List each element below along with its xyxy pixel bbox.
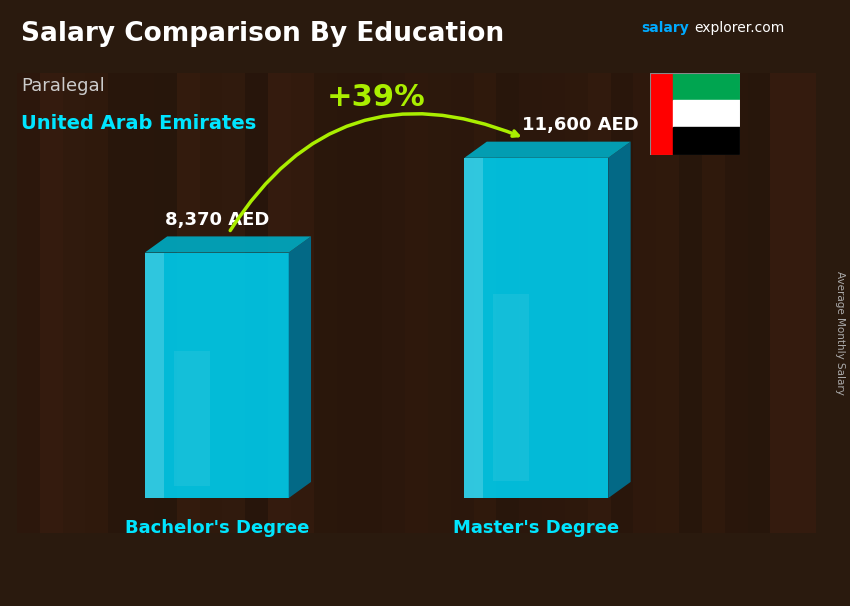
Polygon shape — [702, 73, 725, 533]
Polygon shape — [519, 73, 542, 533]
Text: Paralegal: Paralegal — [21, 77, 105, 95]
Polygon shape — [428, 73, 451, 533]
Polygon shape — [17, 73, 40, 533]
Polygon shape — [464, 142, 631, 158]
Polygon shape — [63, 73, 86, 533]
Polygon shape — [173, 351, 210, 486]
Text: Average Monthly Salary: Average Monthly Salary — [835, 271, 845, 395]
Polygon shape — [382, 73, 405, 533]
Polygon shape — [360, 73, 383, 533]
Polygon shape — [609, 142, 631, 498]
Bar — [672, 127, 740, 155]
Polygon shape — [473, 73, 496, 533]
Polygon shape — [246, 73, 268, 533]
Polygon shape — [177, 73, 200, 533]
Polygon shape — [223, 73, 246, 533]
Polygon shape — [154, 73, 177, 533]
Text: +39%: +39% — [327, 83, 426, 112]
Text: Salary Comparison By Education: Salary Comparison By Education — [21, 21, 504, 47]
Polygon shape — [289, 236, 311, 498]
Polygon shape — [565, 73, 587, 533]
Bar — [672, 73, 740, 100]
Polygon shape — [200, 73, 223, 533]
Polygon shape — [493, 294, 530, 481]
Polygon shape — [291, 73, 314, 533]
Polygon shape — [542, 73, 565, 533]
Text: United Arab Emirates: United Arab Emirates — [21, 114, 257, 133]
Polygon shape — [131, 73, 154, 533]
Polygon shape — [144, 253, 163, 498]
Polygon shape — [587, 73, 610, 533]
Polygon shape — [314, 73, 337, 533]
Polygon shape — [144, 253, 289, 498]
Polygon shape — [633, 73, 656, 533]
Polygon shape — [268, 73, 291, 533]
Polygon shape — [793, 73, 816, 533]
Text: Bachelor's Degree: Bachelor's Degree — [125, 519, 309, 536]
Bar — [672, 100, 740, 127]
Text: explorer.com: explorer.com — [694, 21, 785, 35]
Text: Master's Degree: Master's Degree — [453, 519, 620, 536]
Polygon shape — [86, 73, 108, 533]
Polygon shape — [450, 73, 473, 533]
Polygon shape — [725, 73, 747, 533]
Polygon shape — [337, 73, 360, 533]
Polygon shape — [464, 158, 483, 498]
Polygon shape — [464, 158, 609, 498]
Text: 11,600 AED: 11,600 AED — [522, 116, 638, 135]
Polygon shape — [747, 73, 770, 533]
Polygon shape — [679, 73, 702, 533]
Polygon shape — [108, 73, 131, 533]
Text: 8,370 AED: 8,370 AED — [165, 211, 269, 229]
Polygon shape — [144, 236, 311, 253]
Polygon shape — [40, 73, 63, 533]
Polygon shape — [496, 73, 519, 533]
Bar — [650, 73, 672, 155]
Polygon shape — [656, 73, 679, 533]
Text: salary: salary — [642, 21, 689, 35]
Polygon shape — [770, 73, 793, 533]
Polygon shape — [405, 73, 428, 533]
Polygon shape — [610, 73, 633, 533]
